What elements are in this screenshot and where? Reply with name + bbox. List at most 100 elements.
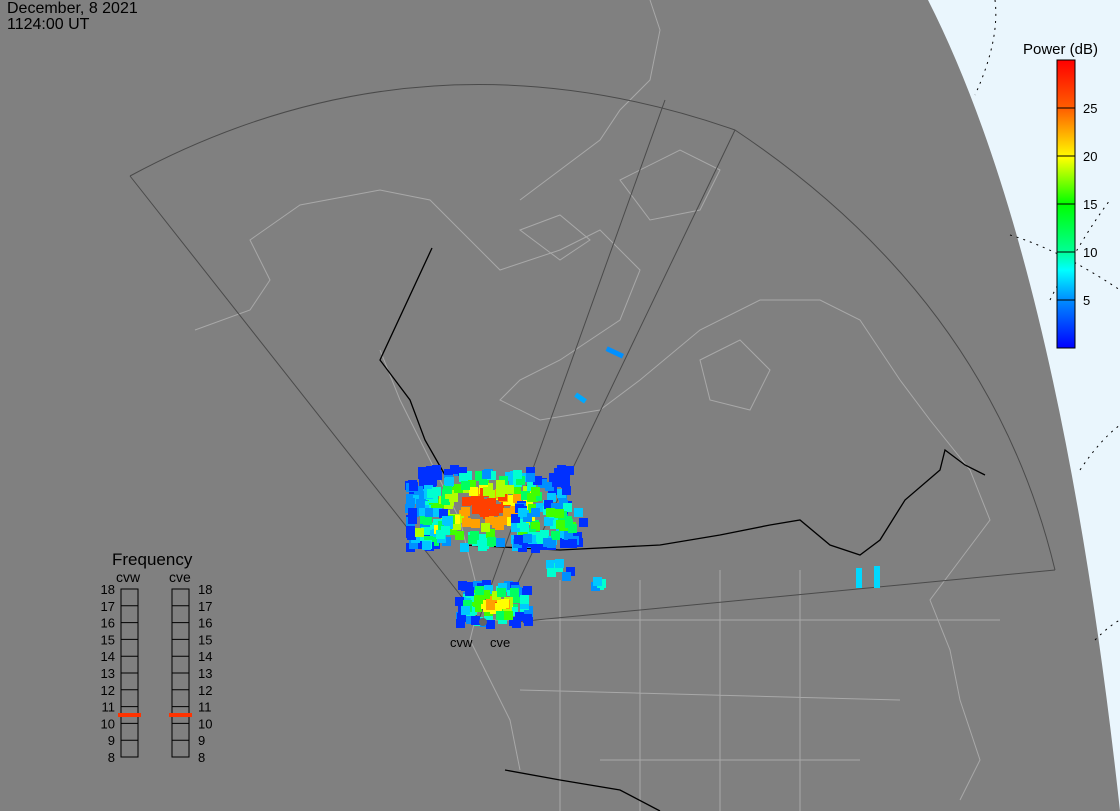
scatter-cell: [471, 496, 480, 505]
scatter-cell: [503, 605, 512, 614]
scatter-cell: [536, 503, 545, 512]
scatter-cell: [506, 495, 515, 504]
scatter-cell: [416, 499, 425, 508]
scatter-cell: [429, 494, 438, 503]
scatter-cell: [492, 591, 501, 600]
frequency-label-cve: cve: [169, 569, 191, 585]
scatter-cell: [486, 601, 495, 610]
scatter-cell: [554, 468, 563, 477]
scatter-cell: [557, 489, 566, 498]
political-borders: [379, 247, 986, 811]
scatter-cell: [533, 492, 542, 501]
scatter-cell: [406, 498, 415, 507]
scatter-cell: [445, 477, 454, 486]
scatter-cell: [526, 467, 535, 476]
radar-site-marker: [479, 618, 487, 626]
scatter-cell: [551, 531, 560, 540]
scatter-cell: [498, 516, 507, 525]
scatter-cell: [505, 485, 514, 494]
scatter-cell: [531, 544, 540, 553]
scatter-cell: [517, 519, 526, 528]
scatter-cell: [420, 505, 429, 514]
scatter-cell: [527, 493, 536, 502]
scatter-cell: [422, 541, 431, 550]
scatter-cell: [531, 508, 540, 517]
scatter-cell: [496, 488, 505, 497]
scatter-cell: [496, 538, 505, 547]
scatter-cell: [511, 523, 520, 532]
scatter-cell: [547, 568, 556, 577]
scatter-cell: [490, 507, 499, 516]
scatter-cell: [479, 478, 488, 487]
scatter-cell: [543, 538, 552, 547]
scatter-cell: [605, 346, 625, 359]
scatter-cell: [516, 476, 525, 485]
scatter-cell: [426, 466, 435, 475]
scatter-cell: [523, 513, 532, 522]
scatter-cell: [562, 572, 571, 581]
scatter-cell: [409, 482, 418, 491]
scatter-cell: [433, 508, 442, 517]
frequency-title: Frequency: [112, 550, 193, 569]
scatter-cell: [439, 509, 448, 518]
colorbar-title: Power (dB): [1023, 41, 1098, 58]
scatter-cell: [513, 470, 522, 479]
scatter-cell: [531, 487, 540, 496]
scatter-cell: [546, 560, 555, 569]
scatter-cell: [407, 531, 416, 540]
scatter-cell: [480, 540, 489, 549]
scatter-cell: [461, 606, 470, 615]
frequency-tick-label: 16: [101, 616, 115, 631]
scatter-cell: [425, 508, 434, 517]
scatter-cell: [443, 485, 452, 494]
scatter-cell: [528, 535, 537, 544]
scatter-cell: [593, 577, 602, 586]
scatter-cell: [591, 582, 600, 591]
scatter-cell: [546, 508, 555, 517]
scatter-cell: [436, 530, 445, 539]
power-colorbar: Power (dB) 5 10 15 20 25: [1023, 41, 1098, 349]
frequency-tick-label: 8: [198, 750, 205, 765]
frequency-tick-label: 18: [101, 582, 115, 597]
scatter-cell: [468, 582, 477, 591]
scatter-cell: [518, 543, 527, 552]
scatter-cell: [492, 519, 501, 528]
scatter-cell: [538, 479, 547, 488]
scatter-cell: [556, 520, 565, 529]
scatter-cell: [475, 586, 484, 595]
scatter-cell: [551, 503, 560, 512]
scatter-cell: [423, 516, 432, 525]
scatter-cell: [487, 498, 496, 507]
scatter-cell: [455, 531, 464, 540]
scatter-cell: [442, 516, 451, 525]
colorbar-tick-label: 20: [1083, 149, 1097, 164]
scatter-cell: [460, 543, 469, 552]
scatter-cell: [441, 496, 450, 505]
scatter-cell: [482, 470, 491, 479]
frequency-tick-label: 11: [102, 700, 116, 715]
scatter-cell: [498, 583, 507, 592]
scatter-cell: [480, 500, 489, 509]
scatter-cell: [466, 615, 475, 624]
scatter-cell: [472, 505, 481, 514]
scatter-cell: [415, 528, 424, 537]
frequency-tick-label: 12: [101, 683, 115, 698]
scatter-cell: [408, 508, 417, 517]
scatter-cell: [441, 526, 450, 535]
scatter-cell: [481, 523, 490, 532]
radar-label-cve: cve: [490, 635, 510, 650]
scatter-cell: [544, 500, 553, 509]
scatter-cell: [563, 503, 572, 512]
scatter-cell: [518, 508, 527, 517]
scatter-cell: [512, 619, 521, 628]
scatter-cell: [547, 493, 556, 502]
scatter-cell: [564, 531, 573, 540]
radar-label-cvw: cvw: [450, 635, 473, 650]
frequency-tick-label: 15: [101, 632, 115, 647]
scatter-cell: [419, 482, 428, 491]
frequency-tick-label: 13: [101, 666, 115, 681]
frequency-tick-label: 12: [198, 683, 212, 698]
scatter-cell: [426, 530, 435, 539]
scatter-cell: [874, 566, 880, 588]
frequency-tick-label: 9: [198, 733, 205, 748]
